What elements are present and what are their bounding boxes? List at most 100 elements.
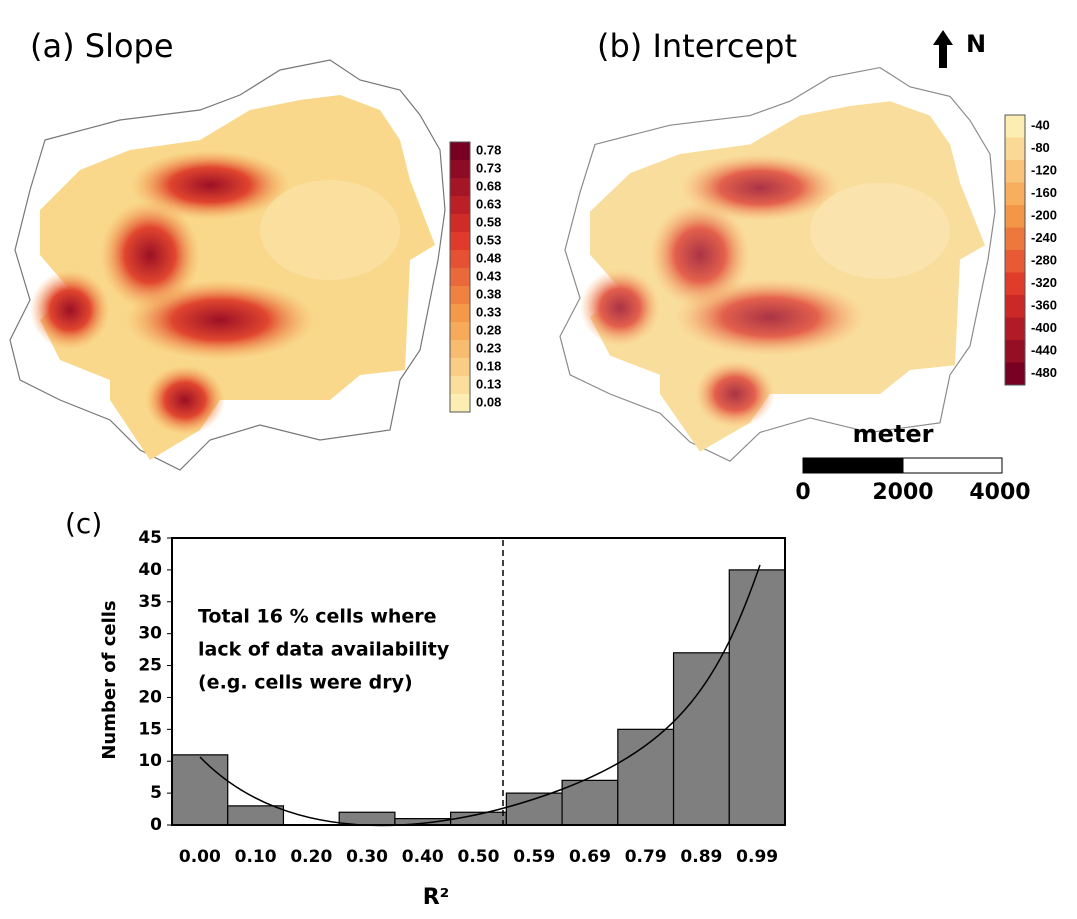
colorbar-label: -120 [1031, 163, 1057, 178]
colorbar-label: -200 [1031, 208, 1057, 223]
scale-label: 0 [795, 480, 810, 505]
colorbar-band [450, 304, 470, 323]
plot-frame [171, 537, 786, 826]
colorbar-band [1005, 137, 1025, 161]
bar [728, 569, 786, 826]
x-tick-label: 0.30 [346, 847, 388, 867]
bar [672, 652, 730, 826]
colorbar-band [450, 394, 470, 413]
y-tick-label: 5 [150, 783, 162, 803]
y-tick-label: 30 [138, 624, 162, 644]
map-title: (b) Intercept [597, 27, 797, 65]
colorbar-label: 0.68 [476, 178, 501, 193]
colorbar-band [1005, 227, 1025, 251]
panel-label: (c) [65, 507, 102, 540]
x-axis-label: R² [423, 885, 450, 910]
colorbar-band [450, 340, 470, 359]
y-tick-label: 25 [138, 656, 162, 676]
colorbar-band [1005, 295, 1025, 318]
bar [227, 805, 285, 826]
map-title: (a) Slope [30, 27, 174, 65]
bar [171, 754, 229, 826]
colorbar-band [450, 142, 470, 161]
colorbar-band [450, 214, 470, 233]
x-tick-label: 0.59 [513, 847, 555, 867]
colorbar-band [1005, 362, 1025, 386]
colorbar-band [450, 178, 470, 197]
colorbar-band [1005, 115, 1025, 138]
scale-labels: 0 2000 4000 [795, 480, 1030, 505]
x-tick-label: 0.99 [736, 847, 778, 867]
y-tick-label: 10 [138, 751, 162, 771]
colorbar-label: -360 [1031, 298, 1057, 313]
x-tick-label: 0.10 [235, 847, 277, 867]
colorbar-label: -320 [1031, 275, 1057, 290]
colorbar-label: -80 [1031, 140, 1050, 155]
colorbar-frame [449, 141, 471, 413]
colorbar-label: 0.08 [476, 394, 501, 409]
colorbar-band [1005, 340, 1025, 363]
colorbar-band [1005, 317, 1025, 341]
colorbar-band [450, 358, 470, 377]
bar [505, 792, 563, 826]
colorbar-label: 0.28 [476, 322, 501, 337]
colorbar-frame [1004, 114, 1026, 386]
slope-map [9, 59, 446, 471]
colorbar-label: 0.78 [476, 142, 501, 157]
colorbar-band [1005, 205, 1025, 228]
scale-bar [802, 457, 904, 474]
annotation: lack of data availability [198, 639, 450, 661]
colorbar-label: 0.38 [476, 286, 501, 301]
colorbar-band [1005, 272, 1025, 296]
colorbar-band [1005, 250, 1025, 273]
annotation: (e.g. cells were dry) [198, 672, 413, 694]
annotation: Total 16 % cells where [198, 606, 437, 628]
x-tick-label: 0.40 [402, 847, 444, 867]
bar [338, 811, 396, 826]
colorbar-label: 0.73 [476, 160, 501, 175]
x-tick-label: 0.79 [625, 847, 667, 867]
colorbar-label: -480 [1031, 365, 1057, 380]
colorbar-label: 0.43 [476, 268, 501, 283]
scale-bar [902, 457, 1003, 474]
histogram: 0 5 10 15 20 25 30 35 40 45 0.00 0.10 0.20 0.30 0.40 0.… [138, 528, 786, 867]
y-tick-label: 0 [150, 815, 162, 835]
y-tick-label: 15 [138, 719, 162, 739]
x-tick-label: 0.50 [458, 847, 500, 867]
scale-unit: meter [853, 420, 934, 448]
colorbars: 0.78 0.73 0.68 0.63 0.58 0.53 0.48 0.43 0.38 0.33… [449, 114, 1057, 413]
colorbar-band [450, 286, 470, 305]
colorbar-label: -440 [1031, 343, 1057, 358]
colorbar-label: 0.18 [476, 358, 501, 373]
colorbar-label: 0.33 [476, 304, 501, 319]
bar [561, 779, 619, 826]
north-label: N [966, 30, 986, 58]
north-arrow [933, 30, 953, 68]
colorbar-label: 0.63 [476, 196, 501, 211]
x-tick-label: 0.69 [569, 847, 611, 867]
colorbar-band [450, 322, 470, 341]
colorbar-label: 0.13 [476, 376, 501, 391]
x-tick-label: 0.20 [290, 847, 332, 867]
colorbar-band [1005, 182, 1025, 206]
y-axis-label: Number of cells [99, 600, 120, 759]
colorbar-band [450, 196, 470, 215]
colorbar-label: -160 [1031, 185, 1057, 200]
colorbar-band [450, 160, 470, 179]
scale-label: 2000 [872, 480, 933, 505]
scale-label: 4000 [969, 480, 1030, 505]
intercept-map [559, 67, 996, 462]
y-tick-label: 40 [138, 560, 162, 580]
bar [617, 728, 675, 826]
colorbar-label: 0.23 [476, 340, 501, 355]
colorbar-label: -400 [1031, 320, 1057, 335]
colorbar-band [450, 376, 470, 395]
colorbar-label: -40 [1031, 118, 1050, 133]
colorbar-band [450, 232, 470, 251]
colorbar-label: -240 [1031, 230, 1057, 245]
y-tick-label: 45 [138, 528, 162, 548]
colorbar-band [1005, 160, 1025, 183]
colorbar-label: 0.48 [476, 250, 501, 265]
